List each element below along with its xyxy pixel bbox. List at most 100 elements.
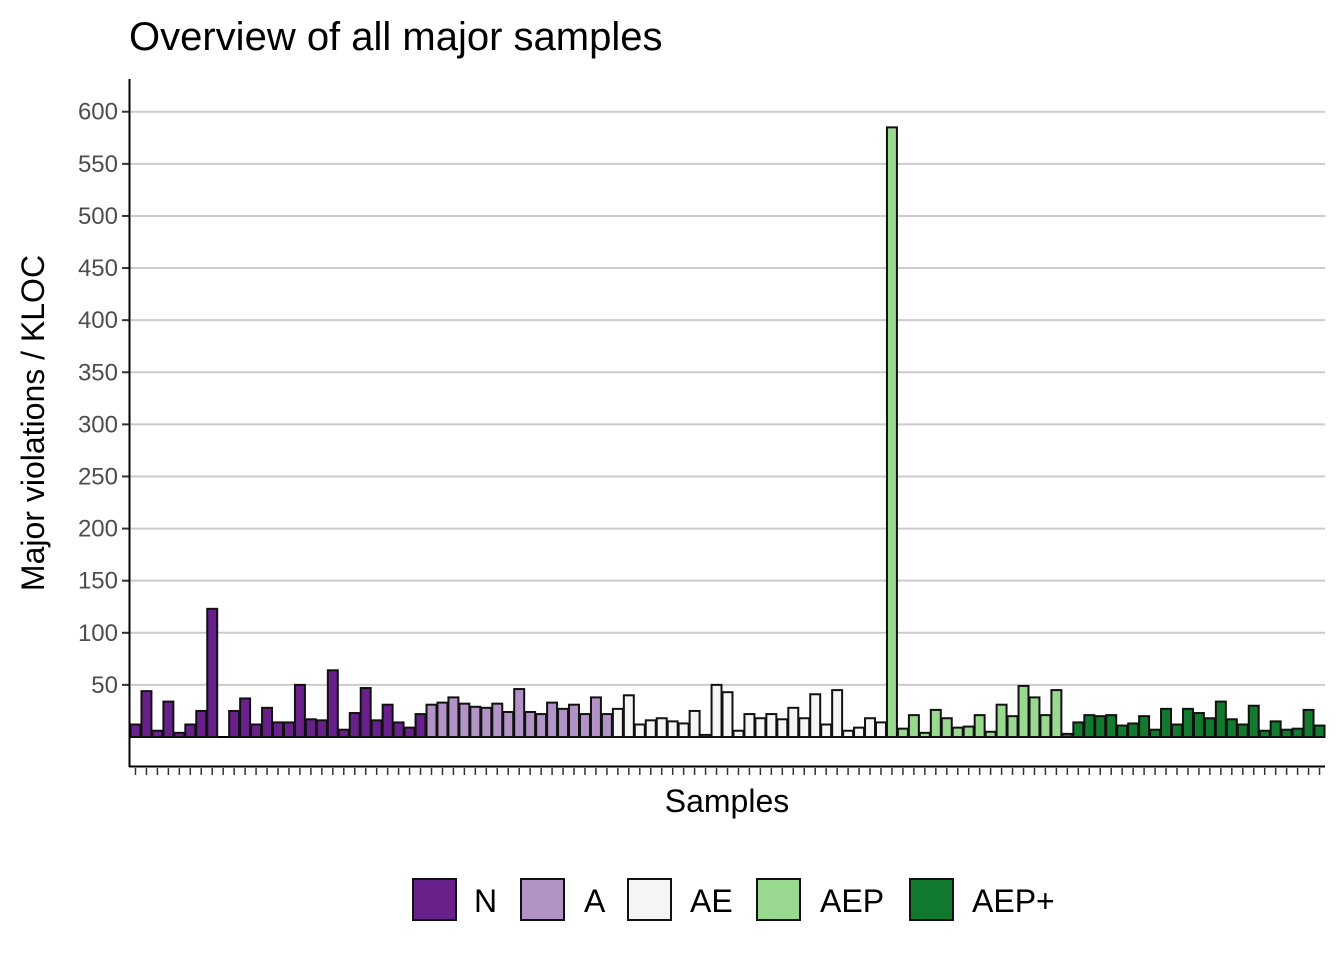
y-tick-label: 50 bbox=[91, 672, 118, 699]
y-tick-label: 450 bbox=[78, 255, 118, 282]
bar bbox=[754, 717, 767, 738]
bar bbox=[666, 720, 679, 739]
legend-swatch bbox=[412, 878, 457, 921]
y-tick-label: 350 bbox=[78, 359, 118, 386]
bar bbox=[688, 709, 701, 739]
bar bbox=[600, 713, 613, 738]
bar bbox=[962, 725, 975, 738]
bar bbox=[1006, 715, 1019, 739]
bar bbox=[480, 706, 493, 739]
legend-swatch bbox=[756, 878, 801, 921]
bar bbox=[1203, 717, 1216, 738]
bar bbox=[546, 701, 559, 739]
bar bbox=[1094, 715, 1107, 739]
bar bbox=[282, 721, 295, 738]
bar bbox=[228, 709, 241, 739]
bar bbox=[1072, 721, 1085, 738]
legend-swatch bbox=[627, 878, 672, 921]
bar bbox=[502, 710, 515, 739]
bar bbox=[984, 730, 997, 738]
bar bbox=[1028, 696, 1041, 739]
bar bbox=[787, 706, 800, 739]
bar bbox=[940, 717, 953, 738]
bar bbox=[1225, 718, 1238, 739]
bar bbox=[1269, 720, 1282, 739]
bar bbox=[798, 717, 811, 738]
bar bbox=[1039, 714, 1052, 739]
bar bbox=[392, 721, 405, 738]
bar bbox=[1160, 707, 1173, 738]
bar bbox=[1017, 684, 1030, 738]
y-axis-ticks: 50 100 150 200 250 300 350 400 450 500 550 600 bbox=[78, 99, 129, 699]
bar bbox=[1192, 712, 1205, 738]
bar bbox=[765, 713, 778, 738]
bar bbox=[853, 726, 866, 738]
bar bbox=[173, 731, 186, 739]
bar bbox=[776, 718, 789, 739]
bar bbox=[513, 688, 526, 739]
bar bbox=[535, 713, 548, 738]
y-tick-label: 300 bbox=[78, 411, 118, 438]
legend-label: N bbox=[474, 883, 497, 919]
bar bbox=[129, 723, 142, 739]
bar bbox=[337, 728, 350, 739]
bar bbox=[995, 703, 1008, 738]
bar bbox=[436, 701, 449, 739]
bar bbox=[951, 726, 964, 738]
bar bbox=[381, 703, 394, 738]
bar bbox=[918, 731, 931, 739]
bar bbox=[907, 714, 920, 739]
bar bbox=[1280, 728, 1293, 739]
bar bbox=[304, 718, 317, 739]
bar bbox=[896, 727, 909, 739]
bar bbox=[1083, 714, 1096, 739]
bar bbox=[250, 723, 263, 739]
legend-label: AEP bbox=[820, 883, 884, 919]
grid-lines bbox=[130, 110, 1325, 738]
bar bbox=[721, 691, 734, 738]
bar bbox=[162, 700, 175, 739]
bar bbox=[1149, 728, 1162, 739]
bar bbox=[151, 729, 164, 738]
bar bbox=[929, 708, 942, 738]
bar bbox=[864, 717, 877, 738]
bar bbox=[1050, 689, 1063, 739]
bar bbox=[589, 696, 602, 739]
bar bbox=[206, 607, 219, 739]
legend-swatch bbox=[909, 878, 954, 921]
bar bbox=[732, 729, 745, 738]
bar bbox=[272, 721, 284, 738]
bar bbox=[1214, 700, 1227, 739]
bar bbox=[1236, 723, 1249, 739]
bar bbox=[414, 713, 427, 738]
bar bbox=[425, 703, 438, 738]
bar bbox=[239, 697, 252, 739]
bar bbox=[743, 713, 756, 738]
bar bbox=[710, 683, 723, 739]
bar bbox=[644, 719, 657, 739]
bar bbox=[622, 694, 635, 738]
bar bbox=[1105, 714, 1118, 739]
bar bbox=[885, 126, 898, 738]
bar bbox=[195, 709, 208, 739]
bar bbox=[809, 693, 822, 739]
bar bbox=[677, 722, 690, 738]
x-axis-title: Samples bbox=[665, 783, 790, 819]
bar bbox=[370, 719, 383, 739]
bar bbox=[491, 702, 504, 738]
bar bbox=[1127, 722, 1140, 738]
bar bbox=[1313, 724, 1326, 739]
bar bbox=[820, 723, 833, 739]
bar bbox=[1138, 715, 1151, 739]
bar bbox=[1061, 732, 1074, 739]
bar bbox=[1171, 723, 1183, 739]
y-tick-label: 150 bbox=[78, 568, 118, 595]
bar bbox=[1247, 704, 1260, 738]
x-axis-ticks bbox=[134, 768, 1321, 775]
bar bbox=[1302, 708, 1315, 738]
bars bbox=[129, 126, 1326, 739]
bar bbox=[524, 710, 537, 739]
bar bbox=[655, 717, 668, 738]
legend-label: AEP+ bbox=[972, 883, 1055, 919]
